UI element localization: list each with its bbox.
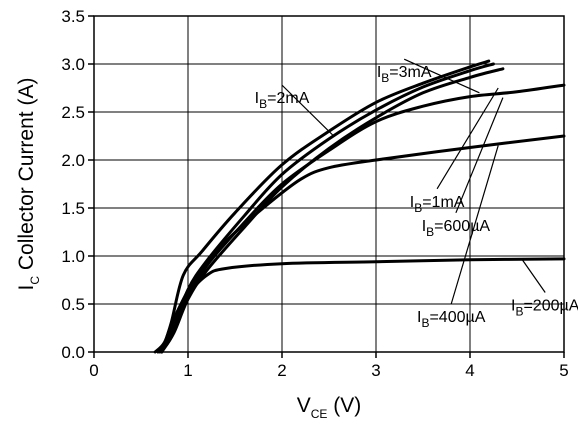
annotation-leader-ib-400ua: [450, 145, 499, 305]
y-tick-label: 0.0: [61, 343, 85, 362]
x-tick-label: 4: [465, 361, 474, 380]
annotation-label-ib-3ma: IB=3mA: [377, 64, 432, 85]
y-tick-label: 1.5: [61, 199, 85, 218]
annotation-label-ib-600ua: IB=600µA: [422, 218, 491, 239]
x-axis-title-main: V: [297, 394, 311, 417]
x-axis-title-unit: (V): [327, 394, 361, 417]
annotation-leader-ib-3ma: [403, 58, 480, 94]
y-axis-title-unit: Collector Current (A): [15, 78, 38, 276]
y-tick-label: 2.0: [61, 151, 85, 170]
curves: [153, 59, 566, 354]
annotation-label-ib-200ua: IB=200µA: [511, 297, 578, 318]
x-tick-label: 1: [183, 361, 192, 380]
y-tick-label: 3.5: [61, 7, 85, 26]
x-tick-label: 2: [277, 361, 286, 380]
y-tick-label: 2.5: [61, 103, 85, 122]
x-tick-label: 3: [371, 361, 380, 380]
y-tick-label: 1.0: [61, 247, 85, 266]
y-axis-title-sub: C: [28, 276, 42, 285]
series-line-ib200a: [153, 257, 566, 354]
grid-lines: [94, 16, 564, 352]
annotation-leader-ib-2ma: [281, 84, 335, 137]
y-axis-title: IC Collector Current (A): [15, 78, 42, 291]
tick-labels: 0 1 2 3 4 5 0.0 0.5 1.0 1.5 2.0 2.5 3.0 3.5: [61, 7, 568, 380]
annotation-leaders: [281, 58, 546, 305]
annotation-label-ib-400ua: IB=400µA: [417, 309, 486, 330]
annotation-label-ib-2ma: IB=2mA: [255, 90, 310, 111]
plot-frame: [93, 15, 565, 353]
x-tick-label: 5: [559, 361, 568, 380]
y-axis-title-main: I: [15, 285, 38, 291]
x-axis-title-sub: CE: [311, 407, 328, 421]
y-tick-label: 0.5: [61, 295, 85, 314]
series-line-ib400a: [156, 134, 566, 354]
annotation-label-ib-1ma: IB=1mA: [410, 194, 465, 215]
annotation-labels: IB=3mA IB=2mA IB=1mA IB=600µA IB=400µA IB=200…: [255, 64, 578, 330]
annotation-leader-ib-1ma: [436, 87, 499, 190]
y-tick-label: 3.0: [61, 55, 85, 74]
annotation-leader-ib-200ua: [521, 258, 546, 293]
axis-ticks: [88, 15, 565, 358]
x-axis-title: VCE (V): [297, 394, 362, 421]
series-line-ib3ma: [160, 59, 491, 354]
annotation-leader-ib-600ua: [455, 97, 504, 214]
series-line-ib2ma: [160, 62, 495, 354]
series-line-ib1ma: [160, 67, 505, 354]
x-tick-label: 0: [89, 361, 98, 380]
